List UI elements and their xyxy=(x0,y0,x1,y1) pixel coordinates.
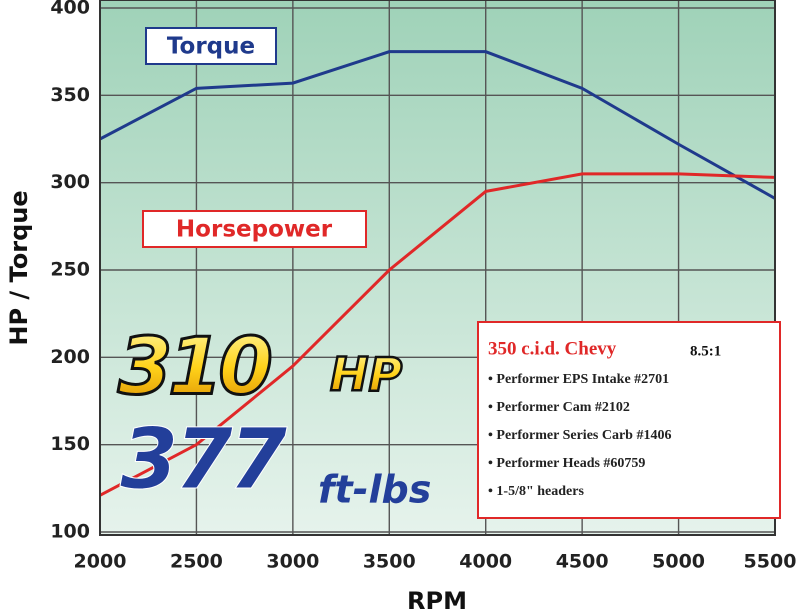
spec-item: • Performer Cam #2102 xyxy=(488,400,630,415)
legend-label: Horsepower xyxy=(176,217,333,243)
y-tick-label: 350 xyxy=(50,84,90,106)
series-line xyxy=(99,172,776,497)
y-tick-label: 200 xyxy=(50,346,90,368)
x-tick-label: 3500 xyxy=(363,551,416,573)
y-tick-label: 300 xyxy=(50,171,90,193)
spec-item: • Performer Series Carb #1406 xyxy=(488,428,671,443)
x-axis-label: RPM xyxy=(407,587,467,614)
y-axis-label: HP / Torque xyxy=(5,190,33,345)
x-tick-label: 5000 xyxy=(652,551,705,573)
headline-hp-unit: HP xyxy=(330,348,402,402)
y-tick-label: 250 xyxy=(50,259,90,281)
spec-box xyxy=(477,321,781,519)
headline: 310 HP 377 ft-lbs xyxy=(117,321,432,512)
x-tick-label: 2000 xyxy=(74,551,127,573)
legend-label: Torque xyxy=(167,34,255,60)
x-tick-label: 4500 xyxy=(556,551,609,573)
spec-item: • Performer Heads #60759 xyxy=(488,456,645,471)
y-tick-label: 400 xyxy=(50,0,90,19)
x-tick-label: 3000 xyxy=(266,551,319,573)
y-tick-label: 150 xyxy=(50,433,90,455)
series-line xyxy=(99,50,776,200)
spec-ratio: 8.5:1 xyxy=(690,343,721,359)
lines xyxy=(99,50,776,497)
spec-item: • Performer EPS Intake #2701 xyxy=(488,372,669,387)
y-tick-label: 100 xyxy=(50,521,90,543)
x-tick-label: 2500 xyxy=(170,551,223,573)
x-tick-label: 5500 xyxy=(744,551,797,573)
headline-torque: 377 xyxy=(120,410,288,508)
legend-box xyxy=(142,210,367,248)
headline-hp: 310 xyxy=(118,322,271,412)
spec-item: • 1-5/8" headers xyxy=(488,484,584,499)
x-tick-label: 4000 xyxy=(459,551,512,573)
plot-frame xyxy=(99,0,776,536)
headline-torque-unit: ft-lbs xyxy=(318,468,431,512)
spec-title: 350 c.i.d. Chevy xyxy=(488,338,617,359)
spec-items: • Performer EPS Intake #2701 • Performer … xyxy=(488,372,671,499)
legend-box xyxy=(145,27,277,65)
